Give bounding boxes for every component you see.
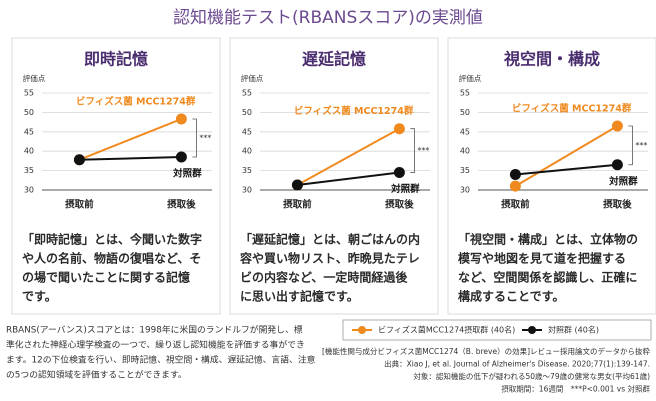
description-line: 「即時記憶」とは、今聞いた数字	[22, 232, 202, 247]
y-tick-label: 30	[242, 186, 252, 195]
y-axis-label: 評価点	[241, 73, 264, 83]
x-tick-label: 摂取後	[603, 199, 632, 211]
series-label: ビフィズス菌 MCC1274群	[294, 105, 414, 117]
chart-title: 視空間・構成	[503, 50, 600, 69]
description-line: 「遅延記憶」とは、朝ごはんの内	[240, 232, 420, 247]
significance-bracket	[410, 128, 415, 173]
footnote-line: [機能性関与成分ビフィズス菌MCC1274（B. breve）の効果]レビュー採…	[322, 346, 650, 356]
series-line	[79, 118, 182, 161]
significance-label: ***	[199, 134, 211, 143]
data-point	[611, 120, 623, 132]
data-point	[393, 123, 405, 135]
data-point	[291, 179, 303, 191]
y-tick-label: 40	[242, 147, 252, 156]
series-line	[514, 125, 618, 187]
data-point	[509, 168, 521, 180]
description-line: ビの内容など、一定時間経過後	[240, 270, 408, 285]
description-line: です。	[22, 290, 57, 304]
data-point	[73, 154, 85, 166]
y-tick-label: 40	[460, 147, 470, 156]
legend-box	[342, 319, 652, 341]
chart-title: 即時記憶	[84, 50, 148, 69]
y-tick-label: 45	[460, 127, 470, 136]
y-tick-label: 50	[460, 108, 470, 117]
legend-marker	[528, 326, 536, 334]
y-tick-label: 50	[242, 108, 252, 117]
series-label: ビフィズス菌 MCC1274群	[512, 102, 632, 114]
footnote-line: 摂取期間：16週間 ***P<0.001 vs 対照群	[501, 384, 650, 394]
description-line: など、空間関係を認識し、正確に	[458, 270, 637, 285]
description-line: 「視空間・構成」とは、立体物の	[458, 232, 638, 247]
series-label: 対照群	[172, 168, 202, 180]
x-tick-label: 摂取後	[167, 199, 196, 211]
x-tick-label: 摂取前	[283, 199, 312, 211]
x-tick-label: 摂取前	[65, 199, 94, 211]
data-point	[611, 159, 623, 171]
description-line: の場で聞いたことに関する記憶	[22, 270, 190, 285]
data-point	[175, 151, 187, 163]
y-tick-label: 40	[24, 147, 34, 156]
description-line: や人の名前、物語の復唱など、そ	[22, 251, 201, 266]
panel	[447, 37, 656, 315]
series-line	[296, 127, 400, 186]
data-point	[393, 167, 405, 179]
y-tick-label: 45	[242, 127, 252, 136]
footnote-line: 対象：認知機能の低下が疑われる50歳〜79歳の健常な男女(平均61歳)	[413, 371, 650, 381]
series-label: 対照群	[390, 183, 420, 195]
note-line: の5つの認知領域を評価することができます。	[6, 369, 187, 381]
data-point	[175, 113, 187, 125]
note-line: RBANS(アーバンス)スコアとは：1998年に米国のランドルフが開発し、標	[6, 324, 303, 336]
series-line	[79, 156, 182, 161]
description-line: 模写や地図を見て道を把握する	[458, 251, 626, 266]
x-tick-label: 摂取前	[501, 199, 530, 211]
page-title: 認知機能テスト(RBANSスコア)の実測値	[173, 8, 483, 28]
y-axis-label: 評価点	[459, 73, 482, 83]
y-tick-label: 55	[460, 89, 470, 98]
legend-label: 対照群 (40名)	[548, 325, 599, 335]
series-label: 対照群	[608, 175, 638, 187]
y-tick-label: 50	[24, 108, 34, 117]
y-tick-label: 45	[24, 127, 34, 136]
significance-label: ***	[635, 141, 647, 150]
description-line: に思い出す記憶です。	[240, 289, 359, 304]
y-tick-label: 35	[24, 166, 34, 175]
significance-label: ***	[417, 146, 429, 155]
y-tick-label: 30	[24, 186, 34, 195]
y-tick-label: 35	[242, 166, 252, 175]
note-line: 準化された神経心理学検査の一つで、繰り返し認知機能を評価する事ができ	[6, 339, 305, 351]
footnote-line: 出典：Xiao J, et al. Journal of Alzheimer's…	[384, 359, 650, 369]
chart-title: 遅延記憶	[302, 50, 366, 69]
description-line: 構成することです。	[458, 289, 564, 304]
y-tick-label: 55	[24, 89, 34, 98]
series-label: ビフィズス菌 MCC1274群	[76, 95, 196, 107]
description-line: 容や買い物リスト、昨晩見たテレ	[239, 251, 420, 266]
legend-label: ビフィズス菌MCC1274摂取群 (40名)	[378, 325, 515, 335]
y-tick-label: 55	[242, 89, 252, 98]
y-axis-label: 評価点	[23, 73, 46, 83]
note-line: ます。12の下位検査を行い、即時記憶、視空間・構成、遅延記憶、言語、注意	[6, 354, 316, 366]
series-line	[297, 171, 400, 186]
data-point	[509, 180, 521, 192]
x-tick-label: 摂取後	[385, 199, 414, 211]
significance-bracket	[192, 118, 197, 158]
series-line	[515, 163, 618, 176]
legend-marker	[358, 326, 366, 334]
y-tick-label: 35	[460, 166, 470, 175]
panel	[11, 37, 221, 315]
significance-bracket	[628, 125, 633, 166]
y-tick-label: 30	[460, 186, 470, 195]
